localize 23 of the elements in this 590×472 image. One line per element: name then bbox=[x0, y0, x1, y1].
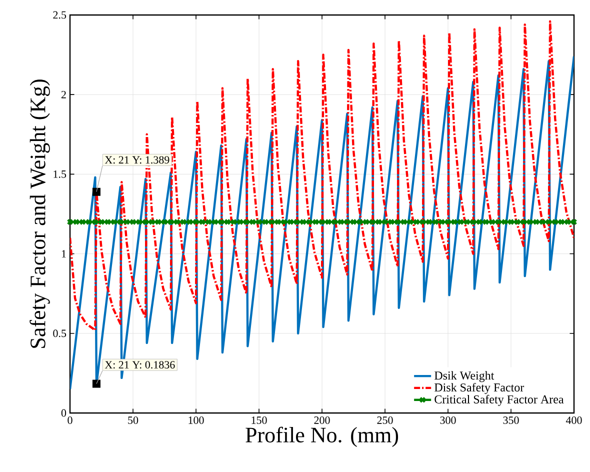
x-tick-label: 50 bbox=[128, 416, 138, 424]
legend-label: Disk Safety Factor bbox=[434, 382, 524, 394]
y-tick-label: 1.5 bbox=[54, 170, 66, 178]
line-series bbox=[70, 20, 574, 332]
x-tick-label: 0 bbox=[68, 416, 72, 424]
x-tick-label: 200 bbox=[314, 416, 330, 424]
x-tick-label: 350 bbox=[503, 416, 519, 424]
y-tick-label: 0.5 bbox=[53, 330, 66, 338]
annotation: X: 21 Y: 0.1836 bbox=[104, 361, 175, 369]
y-tick-label: 1 bbox=[62, 250, 66, 258]
x-axis-title: Profile No. (mm) bbox=[246, 426, 398, 447]
x-tick-label: 300 bbox=[440, 416, 456, 424]
y-tick-label: 2.5 bbox=[53, 11, 66, 19]
x-tick-label: 400 bbox=[566, 416, 582, 424]
y-tick-label: 2 bbox=[61, 90, 66, 98]
legend-label: Dsik Weight bbox=[434, 371, 494, 382]
y-tick-label: 0 bbox=[61, 409, 66, 417]
annotation: X: 21 Y: 1.389 bbox=[104, 156, 170, 164]
x-tick-label: 100 bbox=[188, 416, 204, 424]
y-axis-title: Safety Factor and Weight (Kg) bbox=[30, 80, 50, 348]
legend-label: Critical Safety Factor Area bbox=[434, 394, 564, 406]
x-tick-label: 250 bbox=[377, 416, 393, 424]
x-tick-label: 150 bbox=[252, 416, 267, 424]
